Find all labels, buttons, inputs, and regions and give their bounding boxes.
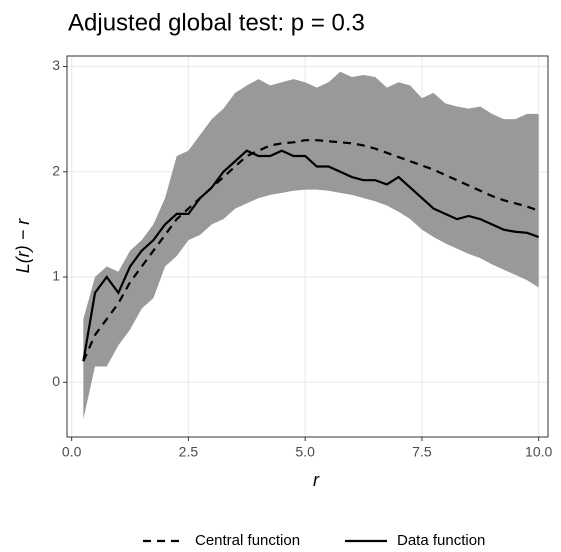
series-line	[82, 139, 540, 362]
x-tick-label: 2.5	[179, 444, 199, 460]
x-tick-label: 5.0	[295, 444, 315, 460]
x-axis-title: r	[313, 470, 320, 490]
x-tick-label: 0.0	[62, 444, 82, 460]
y-tick-label: 0	[52, 373, 60, 389]
legend-label: Data function	[397, 532, 485, 549]
y-axis-title: L(r) − r	[13, 218, 33, 274]
chart-title: Adjusted global test: p = 0.3	[68, 9, 365, 36]
envelope-band	[83, 71, 539, 420]
y-tick-label: 3	[52, 57, 60, 73]
series-line	[82, 149, 540, 362]
legend-label: Central function	[195, 532, 300, 549]
y-tick-label: 2	[52, 162, 60, 178]
panel-border	[66, 55, 549, 438]
y-tick-label: 1	[52, 268, 60, 284]
x-tick-label: 7.5	[412, 444, 432, 460]
x-tick-label: 10.0	[525, 444, 552, 460]
